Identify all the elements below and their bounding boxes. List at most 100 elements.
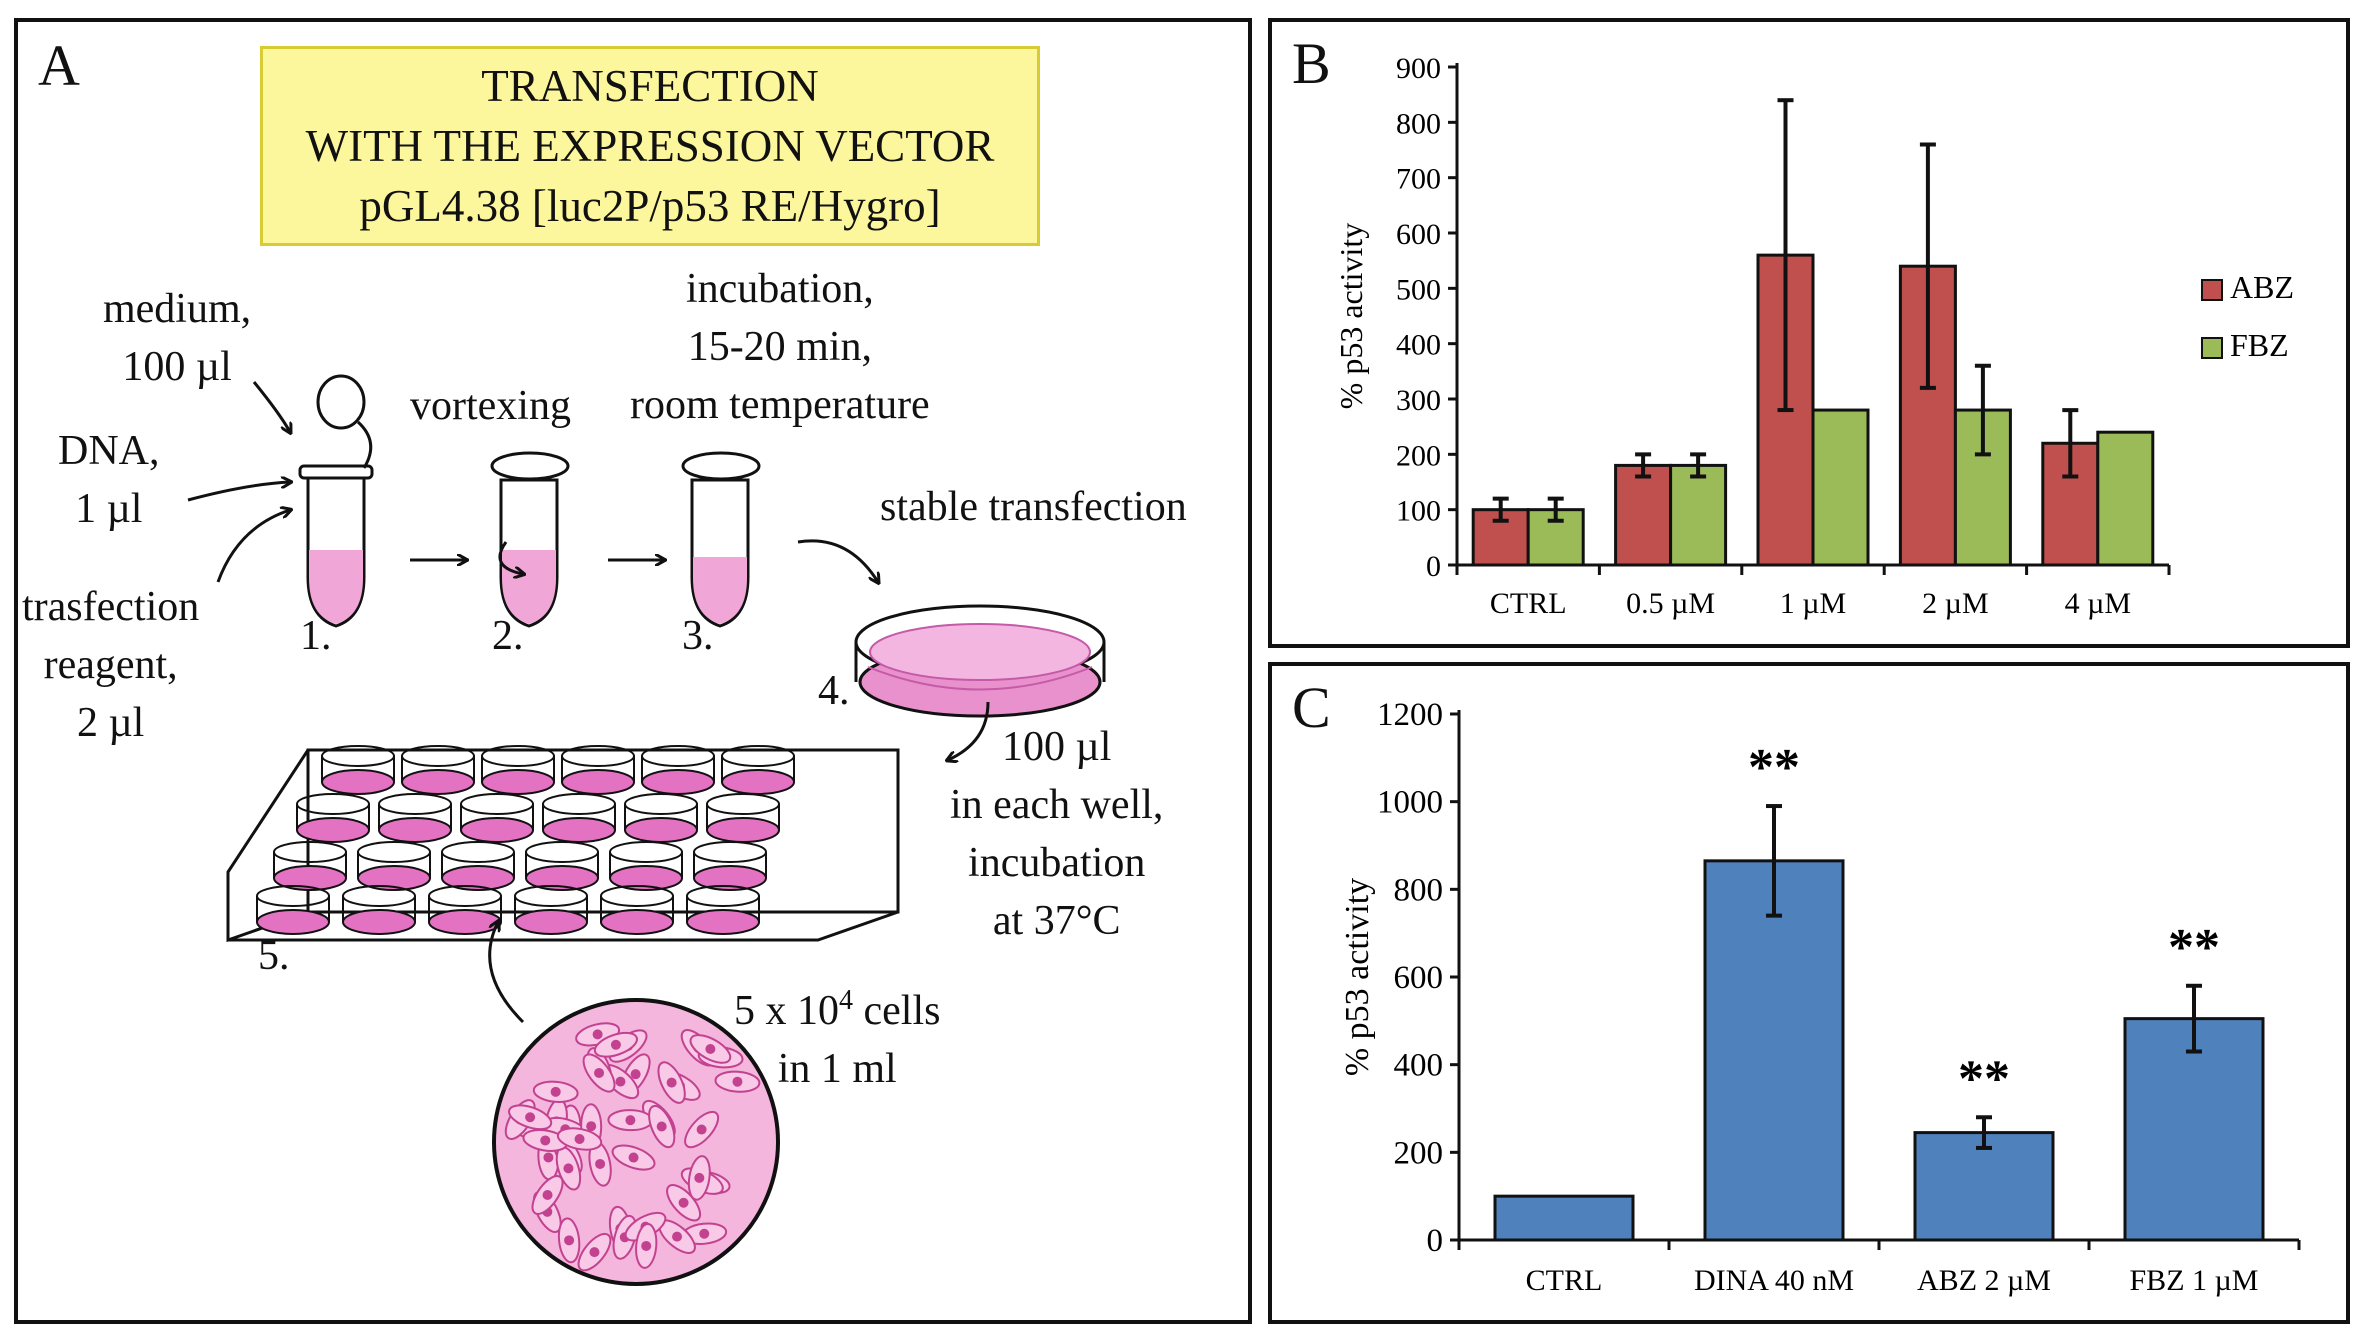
cell-nucleus — [630, 1069, 641, 1080]
well-rim — [401, 745, 475, 767]
x-tick-label: CTRL — [1526, 1264, 1603, 1297]
well-rim — [321, 745, 395, 767]
bar — [1614, 463, 1673, 567]
step-label: 4. — [818, 668, 850, 714]
cell-nucleus — [628, 1152, 639, 1163]
well — [561, 769, 635, 795]
panel-a: A TRANSFECTION WITH THE EXPRESSION VECTO… — [14, 18, 1252, 1324]
bar — [2096, 430, 2155, 567]
dna-label: DNA, 1 µl — [58, 428, 160, 532]
well-rim — [609, 841, 683, 863]
title-line-2: WITH THE EXPRESSION VECTOR — [305, 121, 995, 171]
cell-nucleus — [694, 1172, 705, 1183]
panel-a-label: A — [38, 33, 80, 98]
arrow-icon — [187, 482, 290, 502]
arrow-icon — [488, 922, 525, 1024]
x-tick-label: FBZ 1 µM — [2130, 1264, 2259, 1297]
well-rim — [342, 885, 416, 907]
reagent-label: trasfection reagent, 2 µl — [22, 584, 200, 746]
y-tick-label: 300 — [1396, 384, 1441, 417]
well-rim — [525, 841, 599, 863]
bar — [1913, 1131, 2055, 1242]
legend-label: FBZ — [2230, 327, 2289, 363]
tube-icon — [681, 451, 761, 628]
well-wall — [441, 852, 515, 878]
panel-c: C 0 200 400 600 800 1000 1200 CTRL DINA 40 nM ** A… — [1268, 662, 2350, 1324]
well-rim — [296, 793, 370, 815]
y-tick-label: 200 — [1396, 439, 1441, 472]
y-tick-label: 0 — [1427, 1223, 1444, 1259]
cell-nucleus — [732, 1076, 743, 1087]
legend-swatch — [2201, 337, 2223, 359]
well-rim — [481, 745, 555, 767]
bar — [1493, 1194, 1635, 1242]
well-rim — [428, 885, 502, 907]
title-line-1: TRANSFECTION — [481, 61, 819, 111]
well — [256, 909, 330, 935]
well-wall — [609, 852, 683, 878]
y-tick-label: 600 — [1396, 218, 1441, 251]
well — [342, 909, 416, 935]
well-wall — [624, 804, 698, 830]
well — [721, 769, 795, 795]
cell-nucleus — [564, 1235, 575, 1246]
well-wall — [342, 896, 416, 922]
well — [428, 909, 502, 935]
step-label: 1. — [300, 613, 332, 659]
step-label: 5. — [258, 933, 290, 979]
bar-chart-b: 0 100 200 300 400 500 600 700 800 900 CTRL 0.5 µM 1 … — [1333, 52, 2294, 620]
cells-circle-icon — [492, 998, 780, 1286]
significance-label: ** — [2168, 919, 2220, 976]
bar — [1669, 463, 1728, 567]
well-rim — [273, 841, 347, 863]
well-wall — [686, 896, 760, 922]
well-rim — [256, 885, 330, 907]
x-tick-label: CTRL — [1490, 587, 1567, 620]
y-tick-label: 800 — [1394, 872, 1444, 908]
well-wall — [542, 804, 616, 830]
bar — [1703, 859, 1845, 1242]
significance-label: ** — [1748, 739, 1800, 796]
cell-nucleus — [696, 1124, 707, 1135]
x-tick-label: ABZ 2 µM — [1917, 1264, 2051, 1297]
y-tick-label: 0 — [1426, 550, 1441, 583]
panel-c-label: C — [1292, 675, 1331, 740]
well-wall — [693, 852, 767, 878]
cell-nucleus — [615, 1076, 626, 1087]
panel-b: B 0 100 200 300 400 500 600 700 800 900 CTRL 0.5 µM… — [1268, 18, 2350, 648]
y-tick-label: 200 — [1394, 1135, 1444, 1171]
well — [542, 817, 616, 843]
well — [624, 817, 698, 843]
legend-swatch — [2201, 279, 2223, 301]
cell-nucleus — [678, 1197, 689, 1208]
y-axis-label: % p53 activity — [1333, 223, 1369, 410]
cell-nucleus — [594, 1067, 605, 1078]
cell-nucleus — [550, 1086, 561, 1097]
x-tick-label: 0.5 µM — [1626, 587, 1715, 620]
well-rim — [460, 793, 534, 815]
well-rim — [542, 793, 616, 815]
well — [378, 817, 452, 843]
protocol-drawing — [187, 374, 1106, 1286]
x-tick-label: 4 µM — [2065, 587, 2131, 620]
x-tick-label: 2 µM — [1922, 587, 1988, 620]
well — [641, 769, 715, 795]
well-wall — [600, 896, 674, 922]
y-tick-label: 400 — [1396, 329, 1441, 362]
cells-label: 5 x 104 cells in 1 ml — [734, 985, 941, 1092]
bar-chart-c: 0 200 400 600 800 1000 1200 CTRL DINA 40 nM ** ABZ… — [1339, 697, 2301, 1297]
well — [460, 817, 534, 843]
well-rim — [624, 793, 698, 815]
well-wall — [357, 852, 431, 878]
arrow-icon — [797, 539, 878, 582]
y-tick-label: 900 — [1396, 52, 1441, 85]
cell-nucleus — [641, 1240, 652, 1251]
well-wall — [706, 804, 780, 830]
well — [401, 769, 475, 795]
cell-nucleus — [586, 1121, 597, 1132]
well-wall — [514, 896, 588, 922]
y-tick-label: 600 — [1394, 960, 1444, 996]
well-wall — [273, 852, 347, 878]
bar — [1811, 408, 1870, 567]
well-rim — [686, 885, 760, 907]
